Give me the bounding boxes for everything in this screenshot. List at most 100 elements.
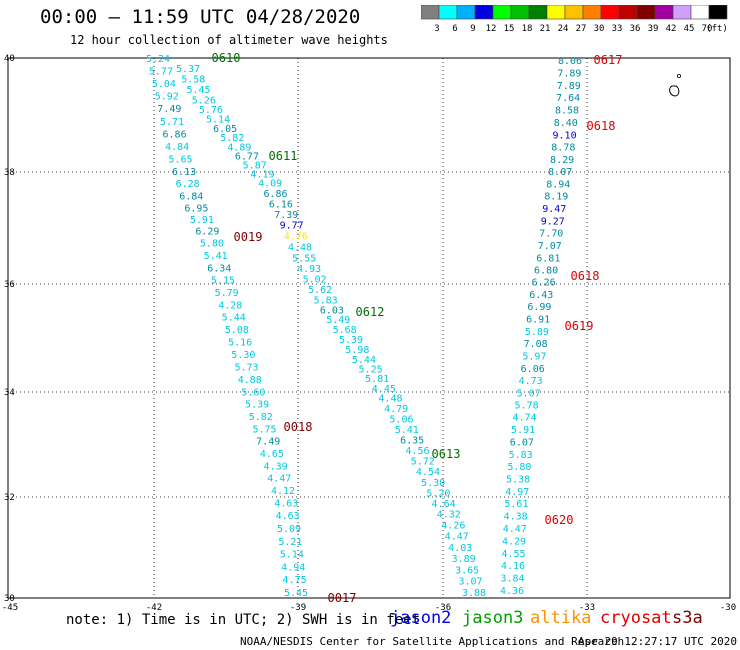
wave-height-value: 4.64 [432,499,456,510]
wave-height-value: 5.61 [504,499,528,510]
color-tick-label: 30 [594,24,605,34]
altimeter-track-map: -45 -42 -39 -36 -33 -304038363432305.245.775.… [2,51,736,613]
wave-height-value: 5.45 [186,85,210,96]
wave-height-value: 5.72 [411,457,435,468]
island-outline [677,74,682,79]
longitude-label: -42 [146,603,162,613]
wave-height-value: 5.39 [245,400,269,411]
wave-height-value: 5.62 [308,285,332,296]
latitude-label: 32 [4,493,15,503]
wave-height-value: 4.55 [501,549,525,560]
wave-height-value: 4.63 [276,511,300,522]
wave-height-value: 3.89 [452,554,476,565]
wave-height-value: 5.41 [204,251,228,262]
wave-height-value: 8.29 [550,155,574,166]
wave-height-value: 5.39 [339,335,363,346]
wave-height-value: 8.94 [546,179,570,190]
color-tick-label: 12 [486,24,497,34]
wave-height-value: 4.65 [260,449,284,460]
latitude-label: 38 [4,168,15,178]
color-tick-label: 24 [558,24,569,34]
legend-cryosat: cryosat [600,608,672,628]
map-frame [7,57,731,599]
wave-height-value: 4.38 [504,512,528,523]
pass-time-label: 0618 [587,119,616,133]
wave-height-value: 5.30 [421,478,445,489]
wave-height-value: 4.89 [227,143,251,154]
wave-height-value: 6.29 [195,227,219,238]
wave-height-value: 5.41 [395,425,419,436]
wave-height-value: 5.73 [234,363,258,374]
wave-height-value: 4.54 [416,467,440,478]
wave-height-value: 5.97 [522,351,546,362]
wave-height-value: 4.56 [405,446,429,457]
latitude-label: 40 [4,54,15,64]
wave-height-value: 6.80 [534,265,558,276]
wave-height-value: 5.06 [389,415,413,426]
wave-height-value: 4.48 [378,394,402,405]
color-tick-label: 70 [702,24,713,34]
wave-height-value: 6.06 [521,364,545,375]
wave-height-value: 9.77 [280,220,304,231]
wave-height-value: 9.27 [541,216,565,227]
wave-height-value: 5.98 [345,345,369,356]
page-subtitle: 12 hour collection of altimeter wave hei… [70,33,388,47]
pass-time-label: 0619 [565,319,594,333]
wave-height-value: 6.16 [269,199,293,210]
color-tick-label: 6 [452,24,457,34]
color-tick-label: 18 [522,24,533,34]
wave-height-value: 5.71 [160,117,184,128]
wave-height-value: 6.26 [532,278,556,289]
wave-height-value: 4.45 [372,384,396,395]
wave-height-value: 7.07 [538,241,562,252]
wave-height-value: 6.95 [184,203,208,214]
wave-height-value: 3.84 [500,574,524,585]
color-swatch [708,5,728,20]
wave-height-value: 5.16 [228,338,252,349]
wave-height-value: 5.30 [231,350,255,361]
wave-height-value: 5.77 [149,67,173,78]
wave-height-value: 5.78 [515,400,539,411]
longitude-label: -39 [290,603,306,613]
wave-height-value: 5.75 [252,424,276,435]
wave-height-value: 4.84 [165,142,189,153]
legend-jason3: jason3 [462,608,524,628]
wave-height-value: 5.08 [225,325,249,336]
wave-height-value: 5.07 [517,388,541,399]
wave-height-value: 8.78 [551,143,575,154]
wave-height-value: 5.49 [326,315,350,326]
wave-height-value: 5.65 [168,154,192,165]
wave-height-value: 5.37 [176,64,200,75]
wave-height-value: 8.58 [555,106,579,117]
wave-height-value: 6.77 [235,152,259,163]
legend-s3a: s3a [672,608,703,628]
wave-height-value: 5.83 [314,295,338,306]
wave-height-value: 4.09 [258,178,282,189]
wave-height-value: 5.38 [506,474,530,485]
wave-height-value: 4.47 [503,524,527,535]
longitude-label: -30 [720,603,736,613]
wave-height-value: 7.49 [157,104,181,115]
wave-height-value: 9.47 [542,204,566,215]
wave-height-value: 4.28 [218,300,242,311]
wave-height-value: 4.63 [274,498,298,509]
pass-time-label: 0018 [284,420,313,434]
wave-height-value: 5.89 [525,327,549,338]
color-tick-label: 21 [540,24,551,34]
color-tick-label: 42 [666,24,677,34]
wave-height-value: 4.12 [271,486,295,497]
wave-height-value: 4.36 [500,586,524,597]
wave-height-value: 3.88 [462,588,486,599]
wave-height-value: 4.75 [283,575,307,586]
generation-timestamp: Apr 29 12:27:17 UTC 2020 [578,635,737,648]
longitude-label: -45 [2,603,18,613]
wave-height-value: 5.55 [292,253,316,264]
wave-height-value: 6.28 [176,179,200,190]
wave-height-value: 6.13 [172,167,196,178]
color-tick-label: 36 [630,24,641,34]
wave-height-value: 5.15 [211,276,235,287]
wave-height-value: 5.68 [333,325,357,336]
wave-height-value: 5.04 [152,79,176,90]
color-tick-label: 15 [504,24,515,34]
credit-line: NOAA/NESDIS Center for Satellite Applica… [240,635,625,648]
